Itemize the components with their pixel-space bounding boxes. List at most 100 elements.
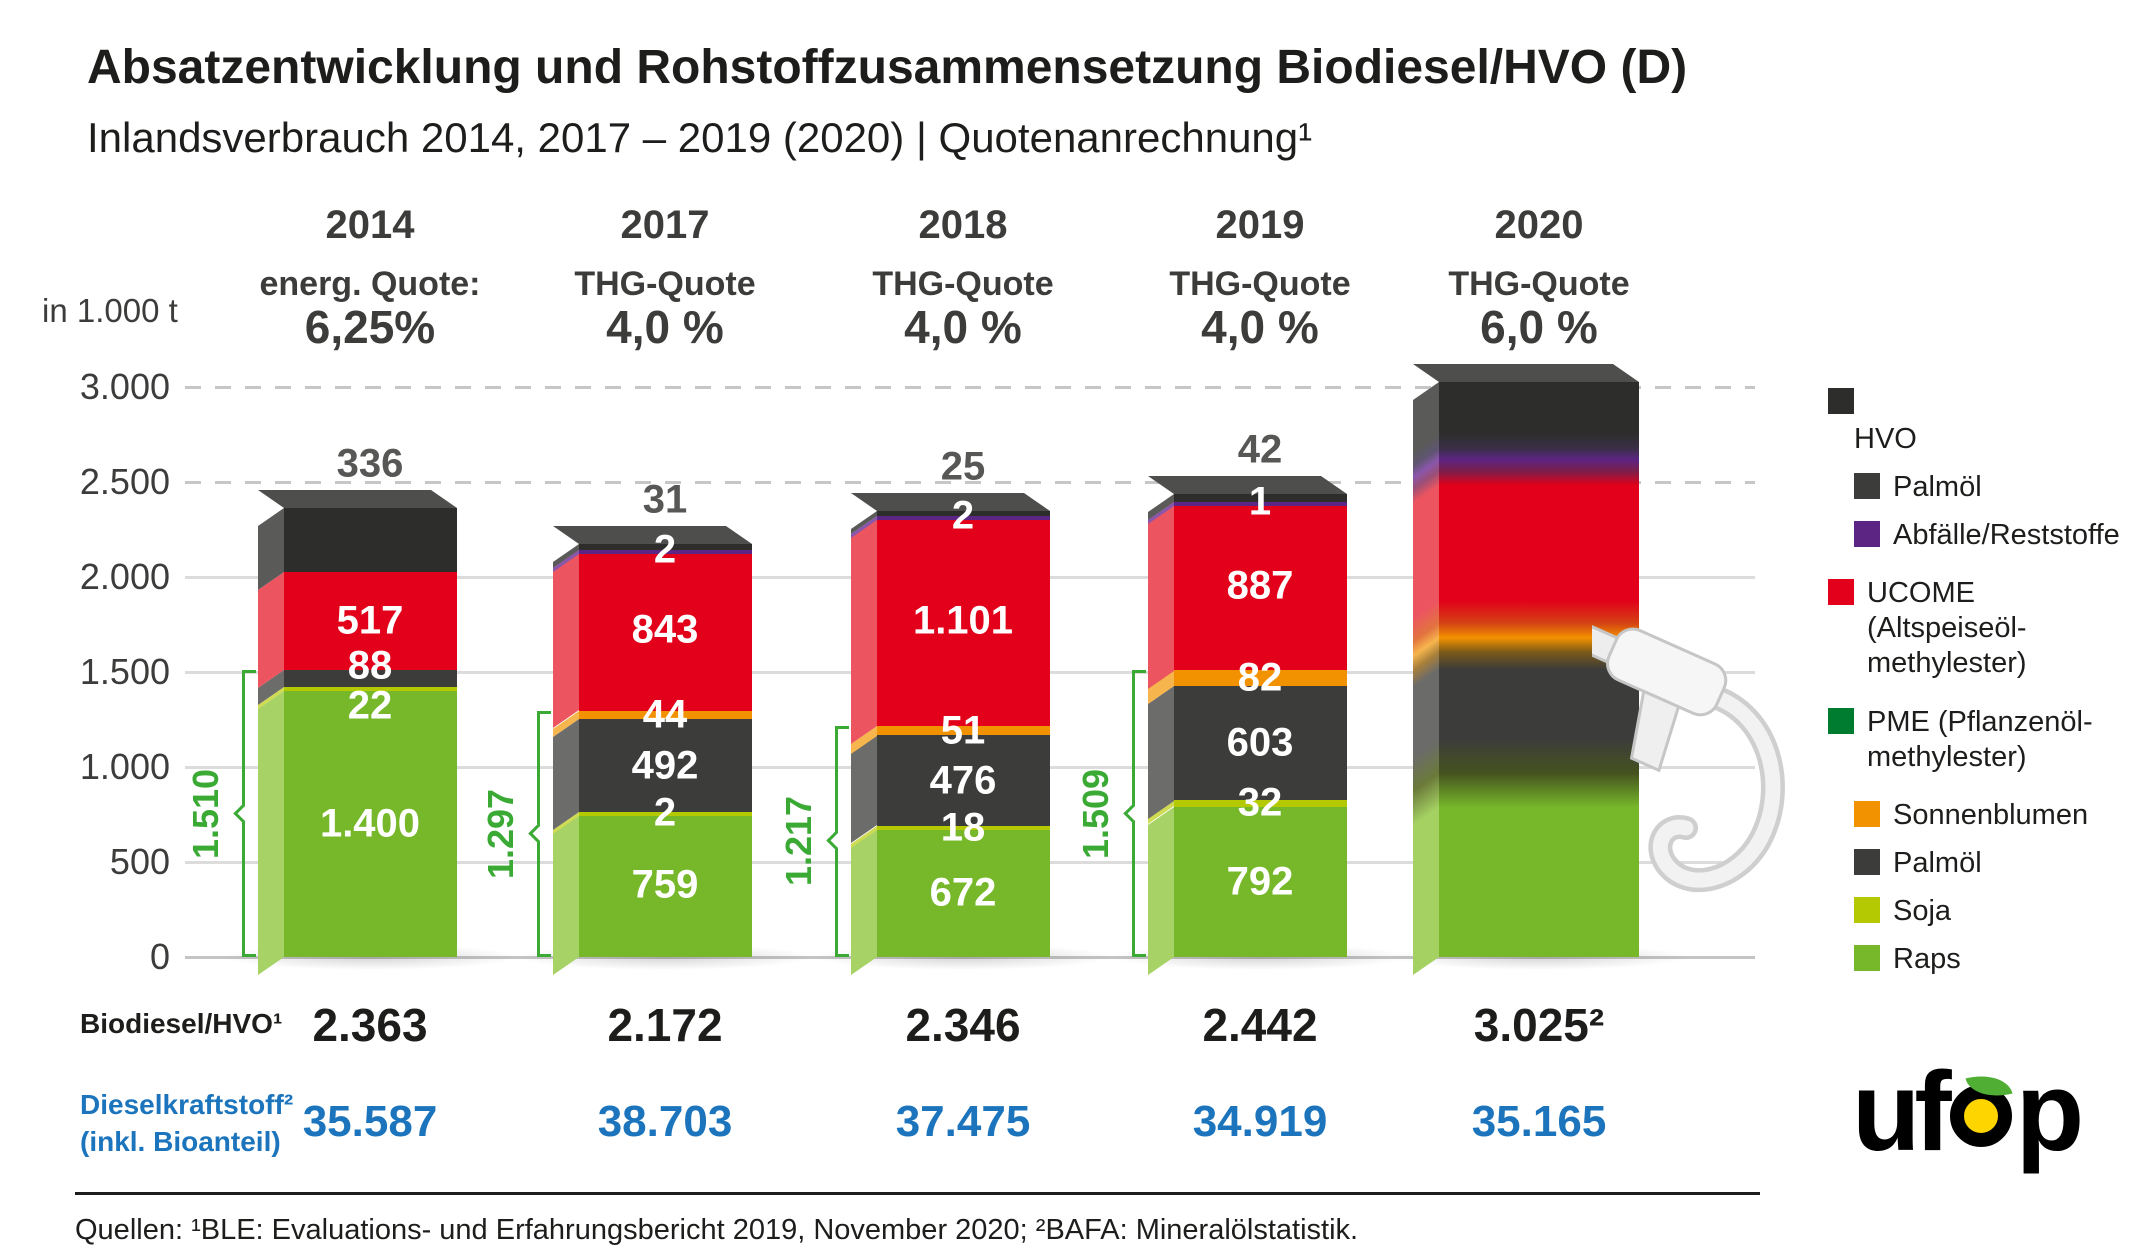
bar-hvo-label: 336 (336, 441, 404, 486)
legend-item-hvo-palmoel: Palmöl (1854, 470, 2140, 505)
legend-swatch-ucome (1828, 579, 1854, 606)
bar-segment-hvo (578, 544, 752, 550)
pme-brace (232, 670, 256, 957)
legend-swatch-hvo-palmoel (1854, 472, 1880, 499)
pme-brace-notch (825, 831, 845, 851)
y-axis-tick-label: 3.000 (79, 366, 170, 407)
y-axis-tick-label: 1.000 (79, 746, 170, 787)
legend-item-hvo: HVO (1828, 388, 2140, 457)
biodiesel-total-value: 2.363 (312, 999, 428, 1051)
bar-segment-palmoel (1173, 685, 1347, 801)
pme-total-label: 1.510 (184, 768, 226, 859)
bar-top-face (552, 526, 752, 545)
pme-total-label: 1.217 (777, 796, 819, 887)
bar-side-2020 (1413, 382, 1439, 976)
bar-segment-raps (283, 691, 457, 957)
column-quote-value: 6,25% (304, 301, 436, 353)
diesel-total-value: 37.475 (895, 1097, 1031, 1146)
bar-segment-side-raps (552, 812, 579, 975)
bar-value-label-ucome: 887 (1226, 563, 1294, 608)
diesel-total-value: 38.703 (597, 1097, 733, 1146)
pme-total-label: 1.297 (479, 788, 521, 879)
gridline-0 (185, 956, 1755, 959)
column-year-label: 2014 (325, 203, 415, 247)
diesel-total-value: 35.165 (1471, 1097, 1607, 1146)
bar-segment-palmoel (876, 735, 1050, 826)
bar-top-face (850, 493, 1050, 512)
bar-segment-palmoel (283, 670, 457, 687)
y-axis-tick-label: 0 (149, 936, 170, 977)
diesel-total-value: 35.587 (302, 1097, 438, 1146)
column-quote-value: 4,0 % (904, 301, 1022, 353)
bar-value-label-raps: 1.400 (319, 801, 421, 846)
bar-value-label-ucome: 517 (336, 598, 404, 643)
legend-item-raps: Raps (1854, 942, 2140, 977)
ufop-logo: uf p (1852, 1049, 2084, 1174)
legend-swatch-hvo-abfaelle (1854, 520, 1880, 547)
biodiesel-total-value: 2.442 (1202, 999, 1318, 1051)
bar-value-label-palmoel: 492 (631, 743, 699, 788)
bar-segment-side-raps (257, 691, 284, 976)
legend-swatch-hvo (1828, 388, 1854, 414)
bar-value-label-abfaelle: 2 (951, 493, 975, 538)
fuel-hose (1653, 688, 1781, 888)
bar-segment-side-raps (1147, 806, 1174, 975)
bar-front-2020 (1439, 382, 1639, 957)
legend-label-raps: Raps (1893, 942, 1961, 975)
legend-label-palmoel: Palmöl (1893, 847, 1982, 880)
column-quote-value: 4,0 % (1201, 301, 1319, 353)
fuel-nozzle-graphic (1592, 620, 1785, 892)
column-quote-value: 4,0 % (606, 301, 724, 353)
legend-swatch-palmoel (1854, 849, 1880, 876)
bar-value-label-soja: 22 (347, 683, 393, 728)
logo-text-uf: uf (1852, 1049, 1952, 1174)
chart-title: Absatzentwicklung und Rohstoffzusammense… (87, 41, 1688, 94)
legend-swatch-raps (1854, 944, 1880, 971)
column-quote-value: 6,0 % (1480, 301, 1598, 353)
bar-segment-side-palmoel (850, 735, 877, 844)
chart-subtitle: Inlandsverbrauch 2014, 2017 – 2019 (2020… (87, 114, 1313, 161)
biodiesel-total-value: 3.025² (1473, 999, 1605, 1051)
legend-label-soja: Soja (1893, 894, 1952, 927)
bar-segment-hvo (876, 511, 1050, 517)
column-year-label: 2018 (918, 203, 1008, 247)
logo-leaf-icon (1965, 1068, 2013, 1104)
diesel-row-label: Dieselkraftstoff² (inkl. Bioanteil) (80, 1086, 293, 1160)
legend-swatch-soja (1854, 896, 1880, 923)
bar-value-label-ucome: 1.101 (912, 598, 1014, 643)
bar-segment-raps (578, 812, 752, 957)
bar-value-label-soja: 2 (653, 790, 677, 835)
bar-value-label-palmoel: 603 (1226, 720, 1294, 765)
bar-value-label-raps: 792 (1226, 859, 1294, 904)
sources-text: Quellen: ¹BLE: Evaluations- und Erfahrun… (75, 1214, 1359, 1246)
bar-segment-side-ucome (1147, 501, 1174, 689)
bar-value-label-sonnenblumen: 82 (1237, 655, 1283, 700)
legend-item-palmoel: Palmöl (1854, 846, 2140, 881)
legend-label-sonnenblumen: Sonnenblumen (1893, 799, 2089, 832)
y-axis-tick-label: 1.500 (79, 651, 170, 692)
legend: HVO Palmöl Abfälle/Reststoffe UCOME (Altspei… (1828, 388, 2140, 990)
bar-segment-soja (1173, 800, 1347, 807)
legend-item-sonnenblumen: Sonnenblumen (1854, 798, 2140, 833)
pme-brace-notch (527, 824, 547, 843)
pme-brace (825, 725, 849, 957)
legend-item-soja: Soja (1854, 894, 2140, 929)
pme-brace-notch (1122, 803, 1142, 823)
biodiesel-total-value: 2.346 (905, 999, 1021, 1051)
bar-segment-soja (578, 812, 752, 817)
legend-swatch-pme (1828, 707, 1854, 734)
bar-segment-ucome (578, 550, 752, 711)
bar-segment-side-palmoel (552, 718, 579, 831)
biodiesel-row-label: Biodiesel/HVO¹ (80, 1008, 283, 1039)
bar-value-label-soja: 18 (940, 805, 986, 850)
legend-item-hvo-abfaelle: Abfälle/Reststoffe (1854, 518, 2140, 553)
bar-segment-hvo (1173, 493, 1347, 502)
bar-value-label-abfaelle: 1 (1248, 479, 1272, 524)
bar-segment-side-palmoel (1147, 685, 1174, 819)
logo-o-mark (1949, 1068, 2013, 1147)
pme-brace (1122, 670, 1146, 957)
bar-segment-sonnenblumen (876, 725, 1050, 736)
bar-segment-side-ucome (257, 571, 284, 689)
